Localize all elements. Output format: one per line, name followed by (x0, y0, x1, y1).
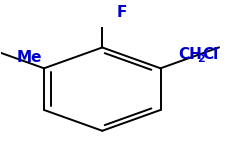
Text: CH: CH (178, 47, 202, 62)
Text: F: F (116, 5, 127, 20)
Text: Me: Me (17, 50, 43, 65)
Text: Cl: Cl (202, 47, 218, 62)
Text: 2: 2 (197, 54, 205, 64)
